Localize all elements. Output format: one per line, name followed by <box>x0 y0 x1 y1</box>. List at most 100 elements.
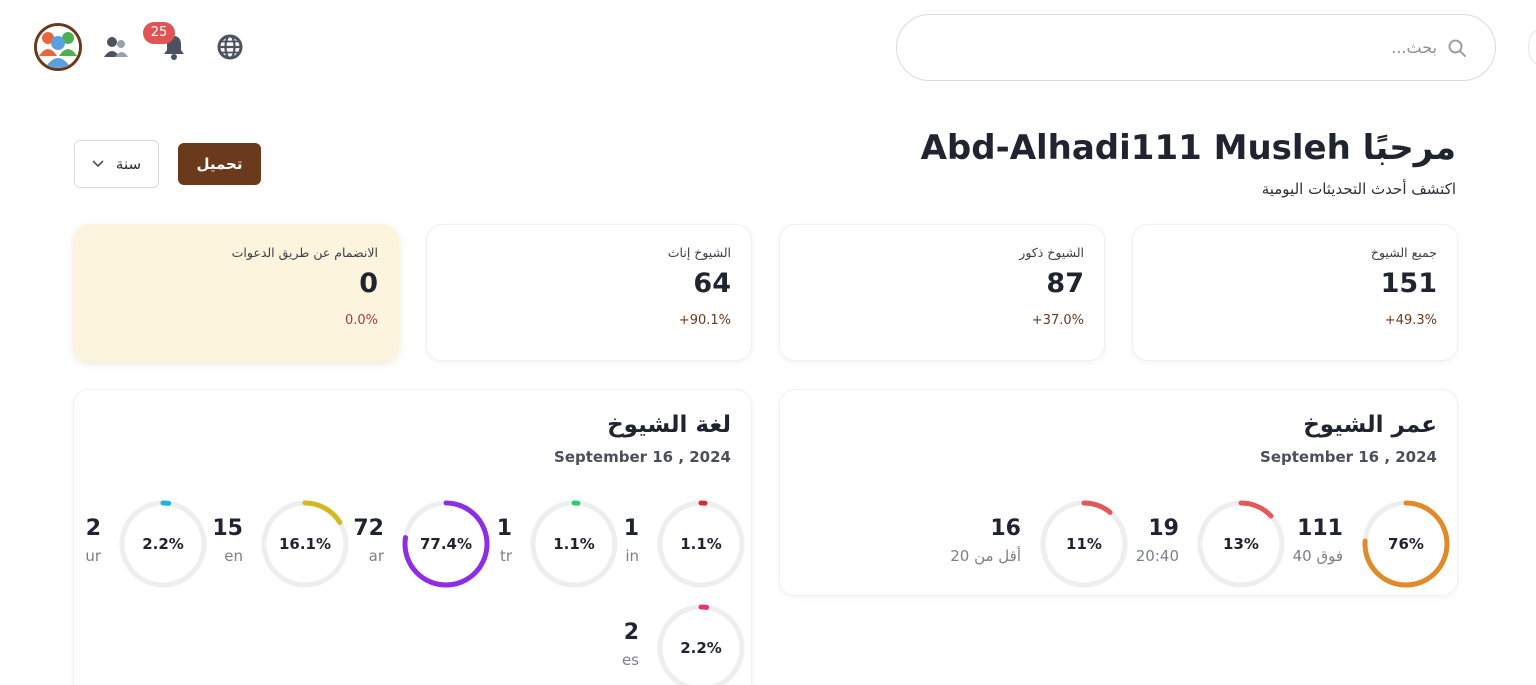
ring-arc <box>530 500 618 588</box>
progress-ring <box>1197 500 1285 588</box>
ring-arc <box>657 604 745 685</box>
page-title: مرحبًا Abd-Alhadi111 Musleh <box>920 128 1456 168</box>
metric-label: in <box>625 547 639 565</box>
metric-label: tr <box>499 547 512 565</box>
metric-label: 20:40 <box>1135 547 1179 565</box>
lang-ring-tr: 1.1% <box>528 498 620 590</box>
search-icon <box>1448 39 1466 57</box>
ring-percent: 1.1% <box>553 535 595 553</box>
ring-arc <box>261 500 349 588</box>
search-bar[interactable] <box>896 14 1496 81</box>
metric-count: 15 <box>212 516 243 541</box>
stat-card-total: جميع الشيوخ 151 49.3%+ <box>1132 224 1458 361</box>
progress-ring <box>530 500 618 588</box>
ring-percent: 77.4% <box>419 535 473 553</box>
metric-label: فوق 40 <box>1292 547 1343 565</box>
ring-percent: 2.2% <box>680 639 722 657</box>
download-button[interactable]: تحميل <box>178 143 261 185</box>
metric-label: أقل من 20 <box>950 547 1021 565</box>
age-ring-under-20: 11% <box>1038 498 1130 590</box>
users-icon[interactable] <box>100 32 132 62</box>
lang-ring-ar: 77.4% <box>400 498 492 590</box>
progress-ring <box>1362 500 1450 588</box>
age-metric-over-40: 111 فوق 40 <box>1293 516 1343 565</box>
stat-change: 49.3%+ <box>1384 313 1437 328</box>
notification-badge: 25 <box>143 22 175 44</box>
panel-date: September 16 , 2024 <box>554 448 731 466</box>
metric-count: 16 <box>990 516 1021 541</box>
age-ring-20-40: 13% <box>1195 498 1287 590</box>
stat-change: 0.0% <box>344 313 378 328</box>
user-avatar[interactable] <box>34 23 82 71</box>
period-value: سنة <box>115 155 142 173</box>
lang-metric-ar: 72 ar <box>353 516 384 565</box>
stat-label: الانضمام عن طريق الدعوات <box>231 245 378 260</box>
progress-ring <box>261 500 349 588</box>
ring-percent: 16.1% <box>278 535 332 553</box>
stat-change: 37.0%+ <box>1031 313 1084 328</box>
stat-card-invites: الانضمام عن طريق الدعوات 0 0.0% <box>73 224 399 361</box>
globe-icon[interactable] <box>214 31 246 63</box>
lang-ring-en: 16.1% <box>259 498 351 590</box>
stat-card-male: الشيوخ ذكور 87 37.0%+ <box>779 224 1105 361</box>
stat-card-female: الشيوخ إناث 64 90.1%+ <box>426 224 752 361</box>
ring-arc <box>119 500 207 588</box>
metric-count: 72 <box>353 516 384 541</box>
panel-date: September 16 , 2024 <box>1260 448 1437 466</box>
stat-label: جميع الشيوخ <box>1370 245 1437 260</box>
ring-arc <box>1362 500 1450 588</box>
stat-label: الشيوخ إناث <box>667 245 731 260</box>
lang-metric-tr: 1 tr <box>497 516 512 565</box>
progress-ring <box>119 500 207 588</box>
edge-toggle[interactable] <box>1528 30 1536 64</box>
metric-count: 111 <box>1297 516 1343 541</box>
ring-percent: 2.2% <box>142 535 184 553</box>
metric-count: 1 <box>496 516 512 541</box>
metric-label: ar <box>368 547 384 565</box>
progress-ring <box>1040 500 1128 588</box>
metric-label: es <box>621 651 639 669</box>
age-panel: عمر الشيوخ September 16 , 2024 76% 111 ف… <box>779 389 1458 596</box>
search-input[interactable] <box>925 38 1437 57</box>
ring-percent: 76% <box>1388 535 1424 553</box>
stat-label: الشيوخ ذكور <box>1019 245 1084 260</box>
lang-metric-es: 2 es <box>622 620 639 669</box>
avatar-icon <box>37 26 79 68</box>
stat-value: 87 <box>1046 268 1084 299</box>
chevron-down-icon <box>92 160 104 168</box>
metric-count: 2 <box>623 620 639 645</box>
ring-percent: 13% <box>1223 535 1259 553</box>
lang-ring-in: 1.1% <box>655 498 747 590</box>
lang-ring-es: 2.2% <box>655 602 747 685</box>
ring-percent: 11% <box>1066 535 1102 553</box>
ring-percent: 1.1% <box>680 535 722 553</box>
panel-title: لغة الشيوخ <box>607 412 731 438</box>
page-subtitle: اكتشف أحدث التحديثات اليومية <box>1261 180 1456 198</box>
ring-arc <box>1040 500 1128 588</box>
metric-count: 2 <box>85 516 101 541</box>
stat-change: 90.1%+ <box>678 313 731 328</box>
ring-arc <box>1197 500 1285 588</box>
lang-metric-in: 1 in <box>624 516 639 565</box>
age-metric-20-40: 19 20:40 <box>1136 516 1179 565</box>
ring-arc <box>402 500 490 588</box>
period-select[interactable]: سنة <box>74 140 159 188</box>
progress-ring <box>657 604 745 685</box>
lang-metric-en: 15 en <box>212 516 243 565</box>
language-panel: لغة الشيوخ September 16 , 2024 1.1% 1 in… <box>73 389 752 685</box>
stat-value: 0 <box>359 268 378 299</box>
panel-title: عمر الشيوخ <box>1303 412 1437 438</box>
stat-value: 64 <box>693 268 731 299</box>
metric-count: 19 <box>1148 516 1179 541</box>
ring-arc <box>657 500 745 588</box>
metric-label: ur <box>85 547 101 565</box>
lang-ring-ur: 2.2% <box>117 498 209 590</box>
metric-count: 1 <box>623 516 639 541</box>
lang-metric-ur: 2 ur <box>85 516 101 565</box>
stat-value: 151 <box>1380 268 1437 299</box>
progress-ring <box>657 500 745 588</box>
age-metric-under-20: 16 أقل من 20 <box>950 516 1021 565</box>
age-ring-over-40: 76% <box>1360 498 1452 590</box>
progress-ring <box>402 500 490 588</box>
metric-label: en <box>224 547 243 565</box>
